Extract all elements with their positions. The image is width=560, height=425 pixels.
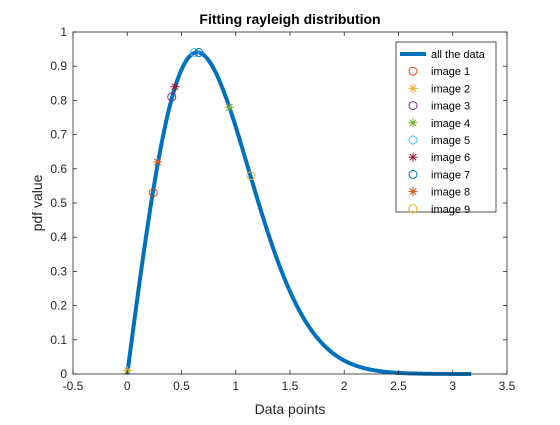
x-axis-ticks: -0.5 0 0.5 1 1.5 2 2.5 3 3.5 — [63, 32, 516, 393]
legend-label: image 3 — [431, 101, 470, 113]
y-tick-label: 0 — [60, 367, 67, 381]
x-tick-label: 1.5 — [282, 379, 299, 393]
legend-swatch-marker — [408, 83, 418, 93]
legend-entry-image-3: image 3 — [408, 101, 470, 113]
data-point-image-3-0 — [167, 92, 177, 102]
x-tick-label: 0.5 — [173, 379, 190, 393]
y-tick-label: 0.2 — [50, 299, 67, 313]
pdf-curve-all-the-data — [125, 50, 473, 376]
legend-label: image 2 — [431, 83, 470, 95]
marker-layer — [122, 48, 256, 376]
x-tick-label: 2 — [341, 379, 348, 393]
y-tick-label: 0.6 — [50, 162, 67, 176]
x-tick-label: -0.5 — [63, 379, 84, 393]
y-tick-label: 0.1 — [50, 333, 67, 347]
y-tick-label: 0.5 — [50, 196, 67, 210]
legend-entry-image-2: image 2 — [408, 83, 470, 95]
y-tick-label: 0.3 — [50, 264, 67, 278]
x-tick-label: 1 — [232, 379, 239, 393]
chart-title: Fitting rayleigh distribution — [199, 11, 380, 27]
y-tick-label: 0.8 — [50, 93, 67, 107]
legend-swatch-marker — [408, 152, 418, 162]
data-point-image-4-0 — [224, 102, 234, 112]
legend-swatch-marker — [408, 169, 418, 179]
legend-entry-image-6: image 6 — [408, 152, 470, 164]
legend-label: image 7 — [431, 169, 470, 181]
legend-entry-image-8: image 8 — [408, 187, 470, 199]
x-tick-label: 2.5 — [390, 379, 407, 393]
legend-label: all the data — [431, 49, 486, 61]
y-tick-label: 0.7 — [50, 128, 67, 142]
legend-entries: all the data image 1 image 2 image 3 image 4… — [400, 49, 486, 216]
legend-swatch-marker — [408, 66, 418, 76]
data-point-image-6-0 — [170, 82, 180, 92]
legend-entry-image-1: image 1 — [408, 66, 470, 78]
legend-entry-image-7: image 7 — [408, 169, 470, 181]
y-tick-label: 0.4 — [50, 230, 67, 244]
curve-layer — [125, 50, 473, 376]
legend-entry-all-the-data: all the data — [400, 49, 486, 61]
x-tick-label: 0 — [124, 379, 131, 393]
legend-entry-image-5: image 5 — [408, 135, 470, 147]
data-point-image-8-0 — [153, 157, 163, 167]
data-point-image-5-0 — [190, 48, 200, 58]
legend-swatch-marker — [408, 118, 418, 128]
legend-label: image 6 — [431, 152, 470, 164]
legend-swatch-marker — [408, 187, 418, 197]
legend-label: image 5 — [431, 135, 470, 147]
x-tick-label: 3 — [449, 379, 456, 393]
legend-entry-image-4: image 4 — [408, 118, 470, 130]
legend-label: image 8 — [431, 187, 470, 199]
y-tick-label: 1 — [60, 25, 67, 39]
data-point-image-7-0 — [194, 48, 204, 58]
legend-label: image 9 — [431, 204, 470, 216]
legend-entry-image-9: image 9 — [408, 204, 470, 216]
data-point-image-9-0 — [246, 171, 256, 181]
x-axis-label: Data points — [255, 401, 326, 417]
x-tick-label: 3.5 — [499, 379, 516, 393]
y-axis-label: pdf value — [29, 174, 45, 231]
legend-swatch-marker — [408, 135, 418, 145]
legend: all the data image 1 image 2 image 3 image 4… — [395, 41, 497, 216]
legend-swatch-marker — [408, 204, 418, 214]
y-axis-ticks: 0 0.1 0.2 0.3 0.4 0.5 0.6 0.7 0.8 0.9 1 — [50, 25, 507, 381]
legend-swatch-marker — [408, 101, 418, 111]
data-point-image-1-0 — [148, 188, 158, 198]
legend-label: image 4 — [431, 118, 470, 130]
y-tick-label: 0.9 — [50, 59, 67, 73]
legend-label: image 1 — [431, 66, 470, 78]
